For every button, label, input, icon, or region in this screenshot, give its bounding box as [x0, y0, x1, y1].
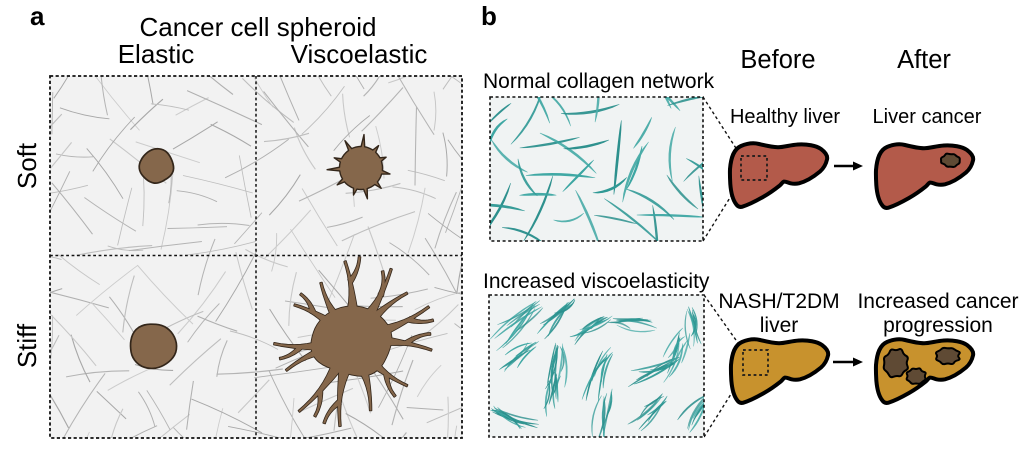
svg-text:a: a — [30, 1, 45, 31]
svg-text:After: After — [897, 46, 951, 74]
svg-text:Liver cancer: Liver cancer — [873, 106, 982, 128]
svg-text:Soft: Soft — [12, 142, 42, 189]
svg-text:Normal collagen network: Normal collagen network — [483, 70, 715, 93]
svg-text:Elastic: Elastic — [118, 39, 195, 69]
svg-text:Before: Before — [740, 46, 815, 74]
svg-text:progression: progression — [883, 314, 993, 337]
svg-text:Cancer cell spheroid: Cancer cell spheroid — [139, 12, 376, 42]
svg-text:liver: liver — [760, 314, 799, 337]
svg-text:NASH/T2DM: NASH/T2DM — [718, 290, 839, 313]
svg-text:b: b — [481, 1, 497, 31]
svg-text:Healthy liver: Healthy liver — [730, 106, 840, 128]
svg-text:Stiff: Stiff — [12, 323, 42, 368]
svg-text:Viscoelastic: Viscoelastic — [291, 39, 428, 69]
svg-text:Increased viscoelasticity: Increased viscoelasticity — [483, 270, 710, 293]
svg-text:Increased cancer: Increased cancer — [857, 290, 1018, 313]
